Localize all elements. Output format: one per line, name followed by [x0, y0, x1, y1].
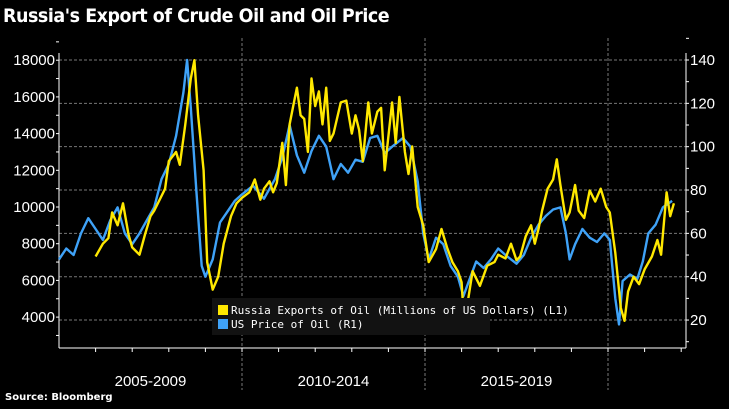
legend-label-oil-price: US Price of Oil (R1) [231, 318, 363, 331]
left-tick-label: 16000 [13, 89, 55, 106]
right-tick-label: 120 [690, 95, 715, 112]
x-tick-label: 2010-2014 [298, 373, 370, 390]
source-note: Source: Bloomberg [5, 392, 113, 403]
legend-box [212, 298, 490, 335]
right-tick-label: 100 [690, 139, 715, 156]
right-tick-label: 20 [690, 312, 707, 329]
right-tick-label: 60 [690, 225, 707, 242]
left-tick-label: 8000 [22, 236, 55, 253]
axes: 4000 6000 8000 10000 12000 14000 16000 18000 20 4… [13, 37, 715, 390]
left-tick-label: 6000 [22, 272, 55, 289]
right-tick-label: 140 [690, 52, 715, 69]
right-tick-label: 40 [690, 269, 707, 286]
left-tick-label: 14000 [13, 126, 55, 143]
left-tick-label: 10000 [13, 199, 55, 216]
left-tick-label: 18000 [13, 52, 55, 69]
legend: Russia Exports of Oil (Millions of US Do… [212, 298, 569, 335]
x-tick-label: 2015-2019 [481, 373, 553, 390]
x-tick-label: 2005-2009 [115, 373, 187, 390]
right-tick-label: 80 [690, 182, 707, 199]
legend-label-exports: Russia Exports of Oil (Millions of US Do… [231, 304, 569, 317]
chart-title: Russia's Export of Crude Oil and Oil Pri… [3, 5, 390, 27]
series-lines [58, 58, 676, 326]
series-line-russia-exports [94, 59, 676, 322]
legend-swatch-oil-price [218, 319, 228, 329]
left-tick-label: 4000 [22, 309, 55, 326]
left-tick-label: 12000 [13, 162, 55, 179]
series-line-us-oil-price [58, 58, 673, 326]
legend-swatch-exports [218, 305, 228, 315]
